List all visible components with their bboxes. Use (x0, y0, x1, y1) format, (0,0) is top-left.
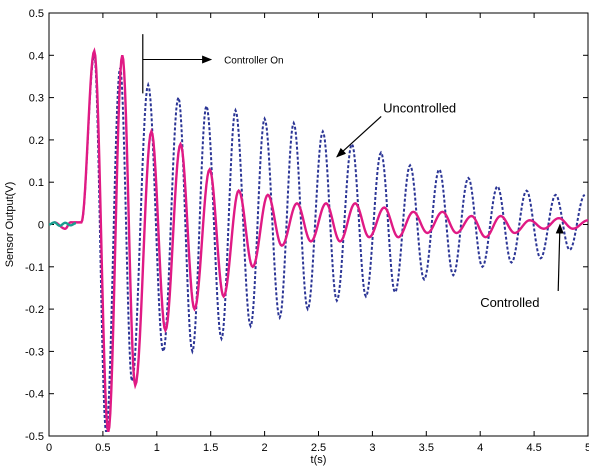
y-tick-label: -0.4 (25, 389, 44, 401)
annotation-layer: Controller On Uncontrolled Controlled (142, 34, 564, 310)
y-tick-label: -0.2 (25, 304, 44, 316)
x-tick-label: 3.5 (419, 442, 434, 454)
x-tick-label: 1.5 (203, 442, 218, 454)
x-tick-label: 0.5 (95, 442, 110, 454)
annotation-controlled-arrow (555, 223, 564, 292)
y-tick-label: 0 (38, 220, 44, 232)
x-tick-label: 2.5 (311, 442, 326, 454)
axis-ticks (48, 12, 589, 437)
annotation-uncontrolled-arrow (336, 115, 382, 158)
x-axis-label: t(s) (311, 454, 327, 466)
series-line-controlled (54, 47, 589, 433)
series-line-uncontrolled (54, 51, 586, 432)
series-line-initial-2 (48, 221, 77, 227)
y-tick-label: -0.5 (25, 431, 44, 443)
x-tick-label: 4.5 (526, 442, 541, 454)
y-tick-label: 0.3 (29, 93, 44, 105)
x-tick-label: 3 (369, 442, 375, 454)
y-tick-label: -0.3 (25, 346, 44, 358)
y-tick-label: 0.5 (29, 8, 44, 20)
x-tick-label: 1 (154, 442, 160, 454)
y-tick-label: -0.1 (25, 262, 44, 274)
x-tick-label: 2 (262, 442, 268, 454)
x-tick-label: 4 (477, 442, 483, 454)
y-axis-label: Sensor Output(V) (4, 182, 16, 268)
axis-tick-labels: 0 0.5 1 1.5 2 2.5 3 3.5 4 4.5 50.50.40.30.20.10-0.… (25, 8, 589, 454)
y-tick-label: 0.2 (29, 135, 44, 147)
controller-on-label: Controller On (224, 56, 283, 67)
y-tick-label: 0.4 (29, 50, 44, 62)
annotation-uncontrolled-label: Uncontrolled (383, 100, 456, 115)
annotation-controlled-label: Controlled (480, 295, 539, 310)
series-layer (48, 47, 589, 433)
x-tick-label: 0 (46, 442, 52, 454)
y-tick-label: 0.1 (29, 177, 44, 189)
x-tick-label: 5 (585, 442, 589, 454)
